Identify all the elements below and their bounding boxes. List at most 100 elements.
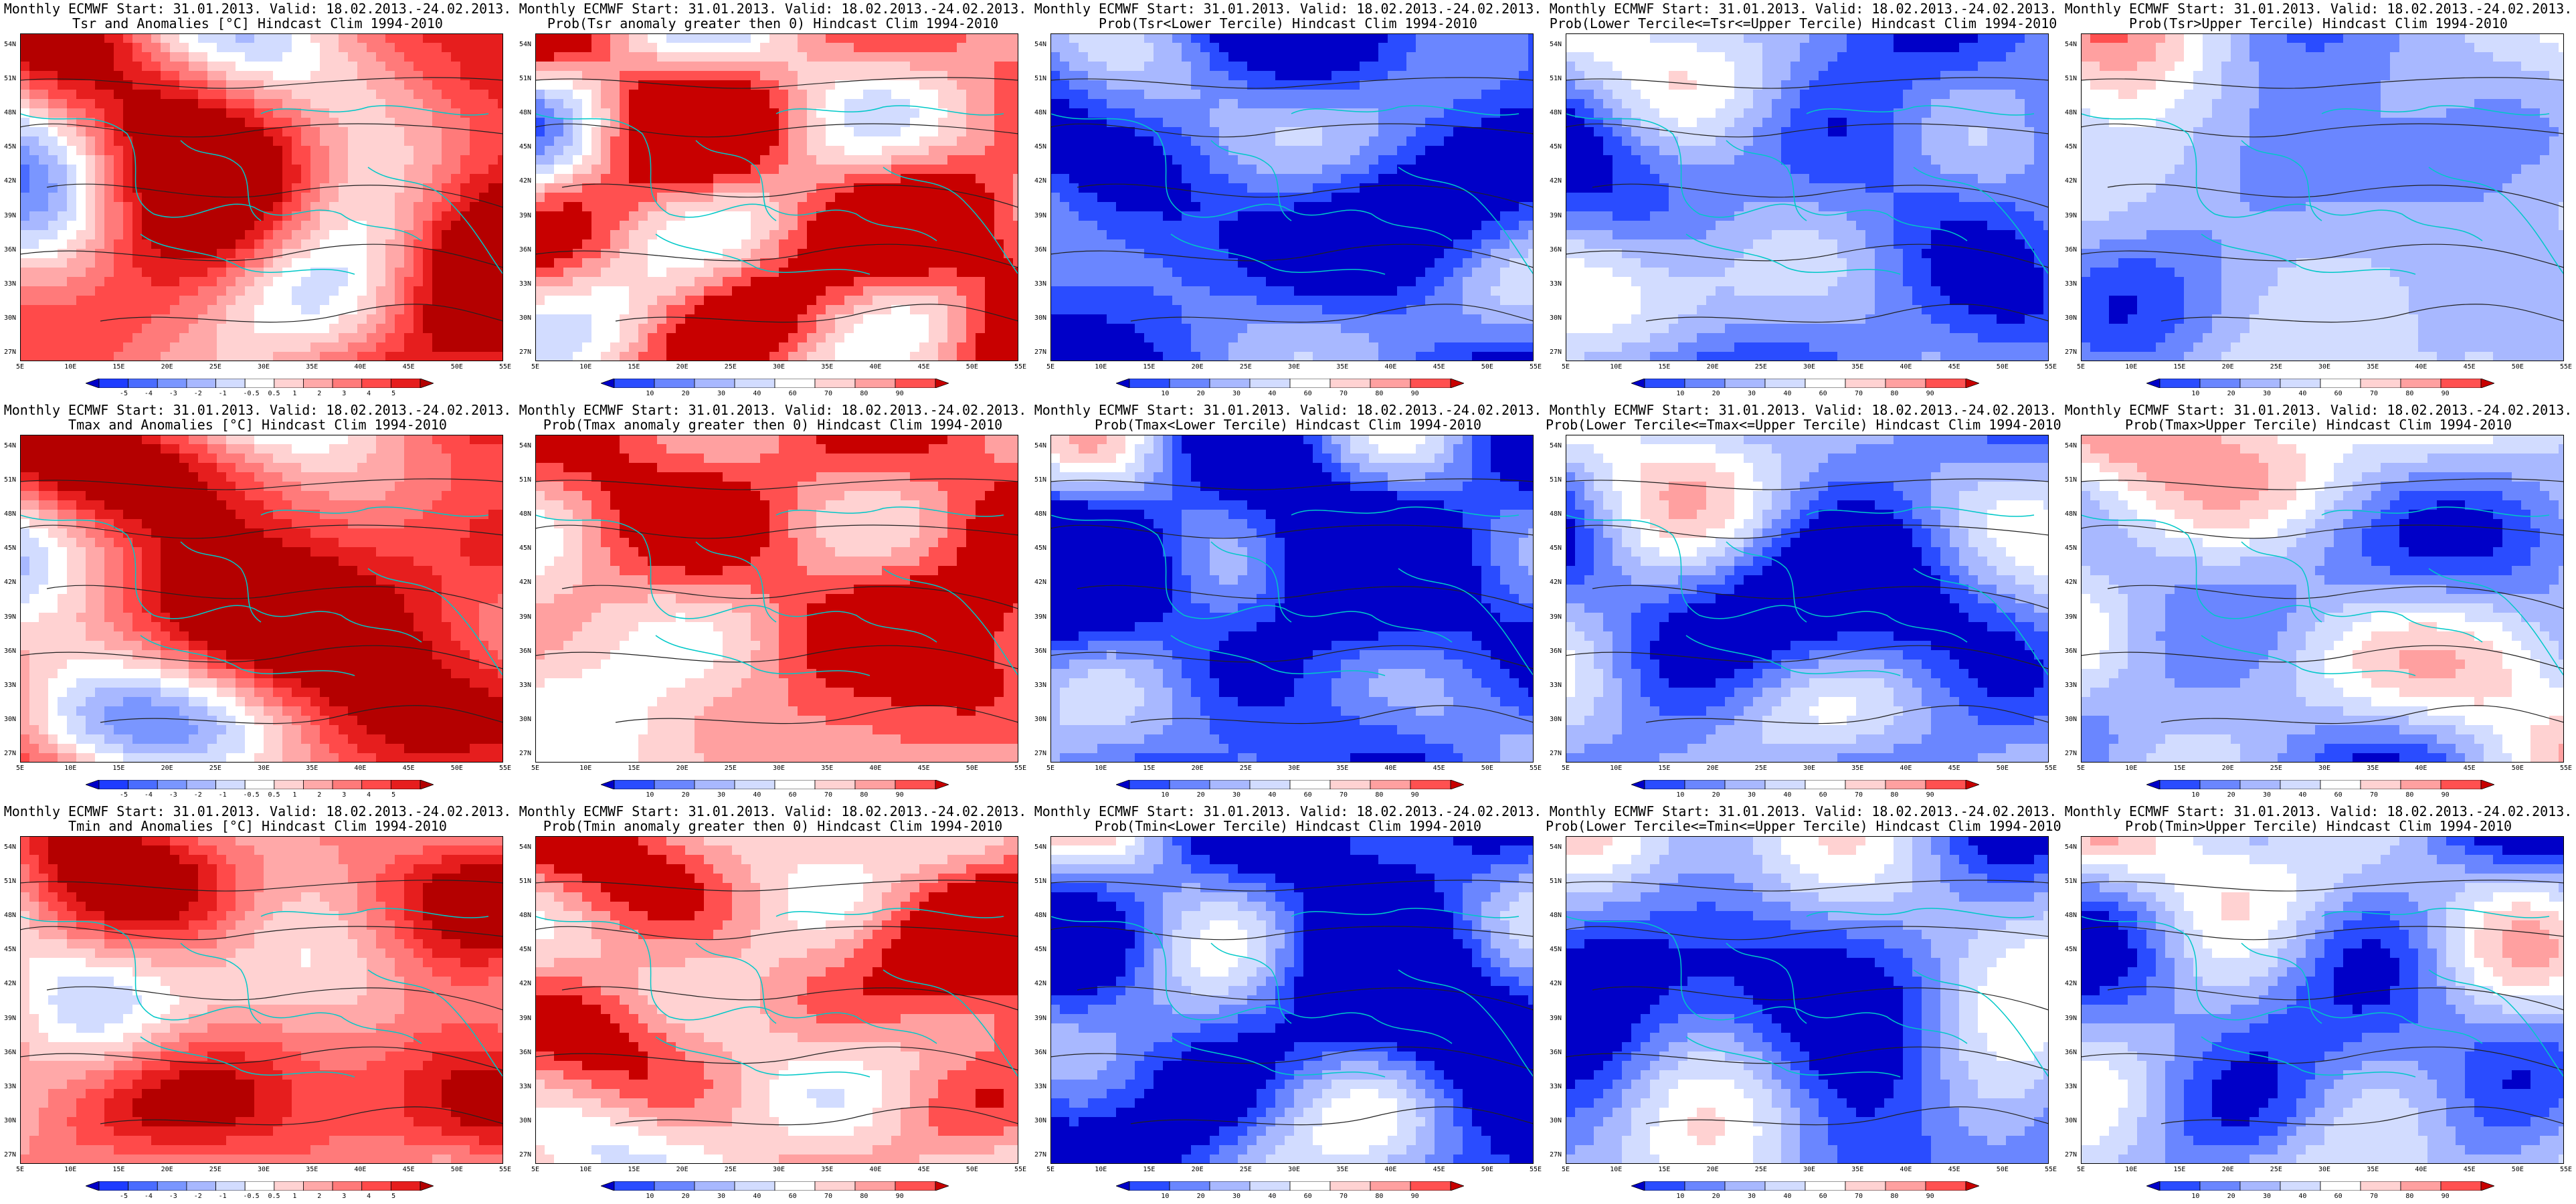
field-cell bbox=[329, 333, 339, 343]
field-cell bbox=[685, 165, 695, 175]
field-cell bbox=[657, 305, 667, 315]
field-cell bbox=[479, 202, 489, 212]
field-cell bbox=[788, 258, 798, 268]
field-cell bbox=[629, 99, 639, 109]
field-cell bbox=[1322, 239, 1332, 249]
field-cell bbox=[844, 80, 854, 90]
field-cell bbox=[170, 324, 180, 334]
field-cell bbox=[282, 305, 292, 315]
colorbar-segment bbox=[895, 379, 936, 388]
field-cell bbox=[451, 183, 461, 193]
field-cell bbox=[348, 305, 358, 315]
field-cell bbox=[357, 165, 367, 175]
field-cell bbox=[142, 146, 152, 156]
field-cell bbox=[1435, 71, 1445, 81]
field-cell bbox=[1097, 221, 1107, 231]
field-cell bbox=[1050, 43, 1061, 53]
lon-tick-label: 10E bbox=[64, 364, 76, 371]
field-cell bbox=[779, 230, 789, 240]
field-cell bbox=[1172, 62, 1182, 72]
field-cell bbox=[1350, 183, 1360, 193]
field-cell bbox=[891, 296, 901, 306]
field-cell bbox=[826, 239, 836, 249]
field-cell bbox=[723, 286, 733, 296]
field-cell bbox=[994, 277, 1004, 287]
field-cell bbox=[601, 277, 611, 287]
field-cell bbox=[161, 52, 171, 62]
field-cell bbox=[292, 43, 302, 53]
field-cell bbox=[1322, 230, 1332, 240]
field-cell bbox=[151, 165, 161, 175]
field-cell bbox=[254, 333, 264, 343]
field-cell bbox=[189, 80, 199, 90]
field-cell bbox=[1294, 249, 1304, 259]
field-cell bbox=[1360, 52, 1370, 62]
field-cell bbox=[1350, 174, 1360, 184]
field-cell bbox=[1425, 174, 1435, 184]
coastline bbox=[775, 105, 1004, 116]
field-cell bbox=[207, 230, 217, 240]
field-cell bbox=[320, 99, 330, 109]
field-cell bbox=[648, 202, 658, 212]
field-cell bbox=[442, 174, 452, 184]
field-cell bbox=[1182, 249, 1192, 259]
field-cell bbox=[29, 305, 39, 315]
field-cell bbox=[835, 90, 845, 100]
field-cell bbox=[695, 352, 705, 361]
colorbar-segment bbox=[774, 379, 816, 388]
field-cell bbox=[423, 146, 433, 156]
field-cell bbox=[20, 174, 30, 184]
field-cell bbox=[676, 155, 686, 165]
field-cell bbox=[629, 314, 639, 324]
field-cell bbox=[264, 305, 274, 315]
field-cell bbox=[217, 193, 227, 203]
field-cell bbox=[938, 314, 948, 324]
field-cell bbox=[376, 286, 386, 296]
field-cell bbox=[1079, 52, 1089, 62]
field-cell bbox=[1069, 33, 1079, 43]
field-cell bbox=[985, 249, 995, 259]
field-cell bbox=[957, 211, 967, 221]
field-cell bbox=[723, 165, 733, 175]
field-cell bbox=[638, 277, 648, 287]
field-cell bbox=[142, 239, 152, 249]
field-cell bbox=[976, 324, 986, 334]
field-cell bbox=[760, 333, 770, 343]
field-cell bbox=[1360, 90, 1370, 100]
field-cell bbox=[891, 165, 901, 175]
field-cell bbox=[1247, 127, 1257, 137]
field-cell bbox=[95, 249, 105, 259]
field-cell bbox=[395, 277, 405, 287]
field-cell bbox=[1238, 90, 1248, 100]
field-cell bbox=[854, 155, 864, 165]
field-cell bbox=[976, 174, 986, 184]
field-cell bbox=[385, 183, 395, 193]
field-cell bbox=[470, 286, 480, 296]
field-cell bbox=[901, 71, 911, 81]
field-cell bbox=[1050, 230, 1061, 240]
field-cell bbox=[1144, 193, 1154, 203]
field-cell bbox=[835, 80, 845, 90]
field-cell bbox=[339, 324, 349, 334]
field-cell bbox=[666, 118, 676, 128]
field-cell bbox=[947, 202, 957, 212]
field-cell bbox=[713, 99, 723, 109]
field-cell bbox=[929, 155, 939, 165]
field-cell bbox=[582, 155, 592, 165]
field-cell bbox=[1322, 108, 1332, 118]
field-cell bbox=[835, 146, 845, 156]
field-cell bbox=[1313, 202, 1323, 212]
field-cell bbox=[292, 118, 302, 128]
field-cell bbox=[217, 99, 227, 109]
field-cell bbox=[751, 33, 761, 43]
field-cell bbox=[601, 211, 611, 221]
field-cell bbox=[1350, 80, 1360, 90]
field-cell bbox=[1406, 155, 1416, 165]
field-cell bbox=[151, 108, 161, 118]
field-cell bbox=[704, 296, 714, 306]
field-cell bbox=[657, 136, 667, 146]
field-cell bbox=[629, 174, 639, 184]
field-cell bbox=[966, 296, 976, 306]
field-cell bbox=[1088, 127, 1098, 137]
field-cell bbox=[1219, 33, 1229, 43]
